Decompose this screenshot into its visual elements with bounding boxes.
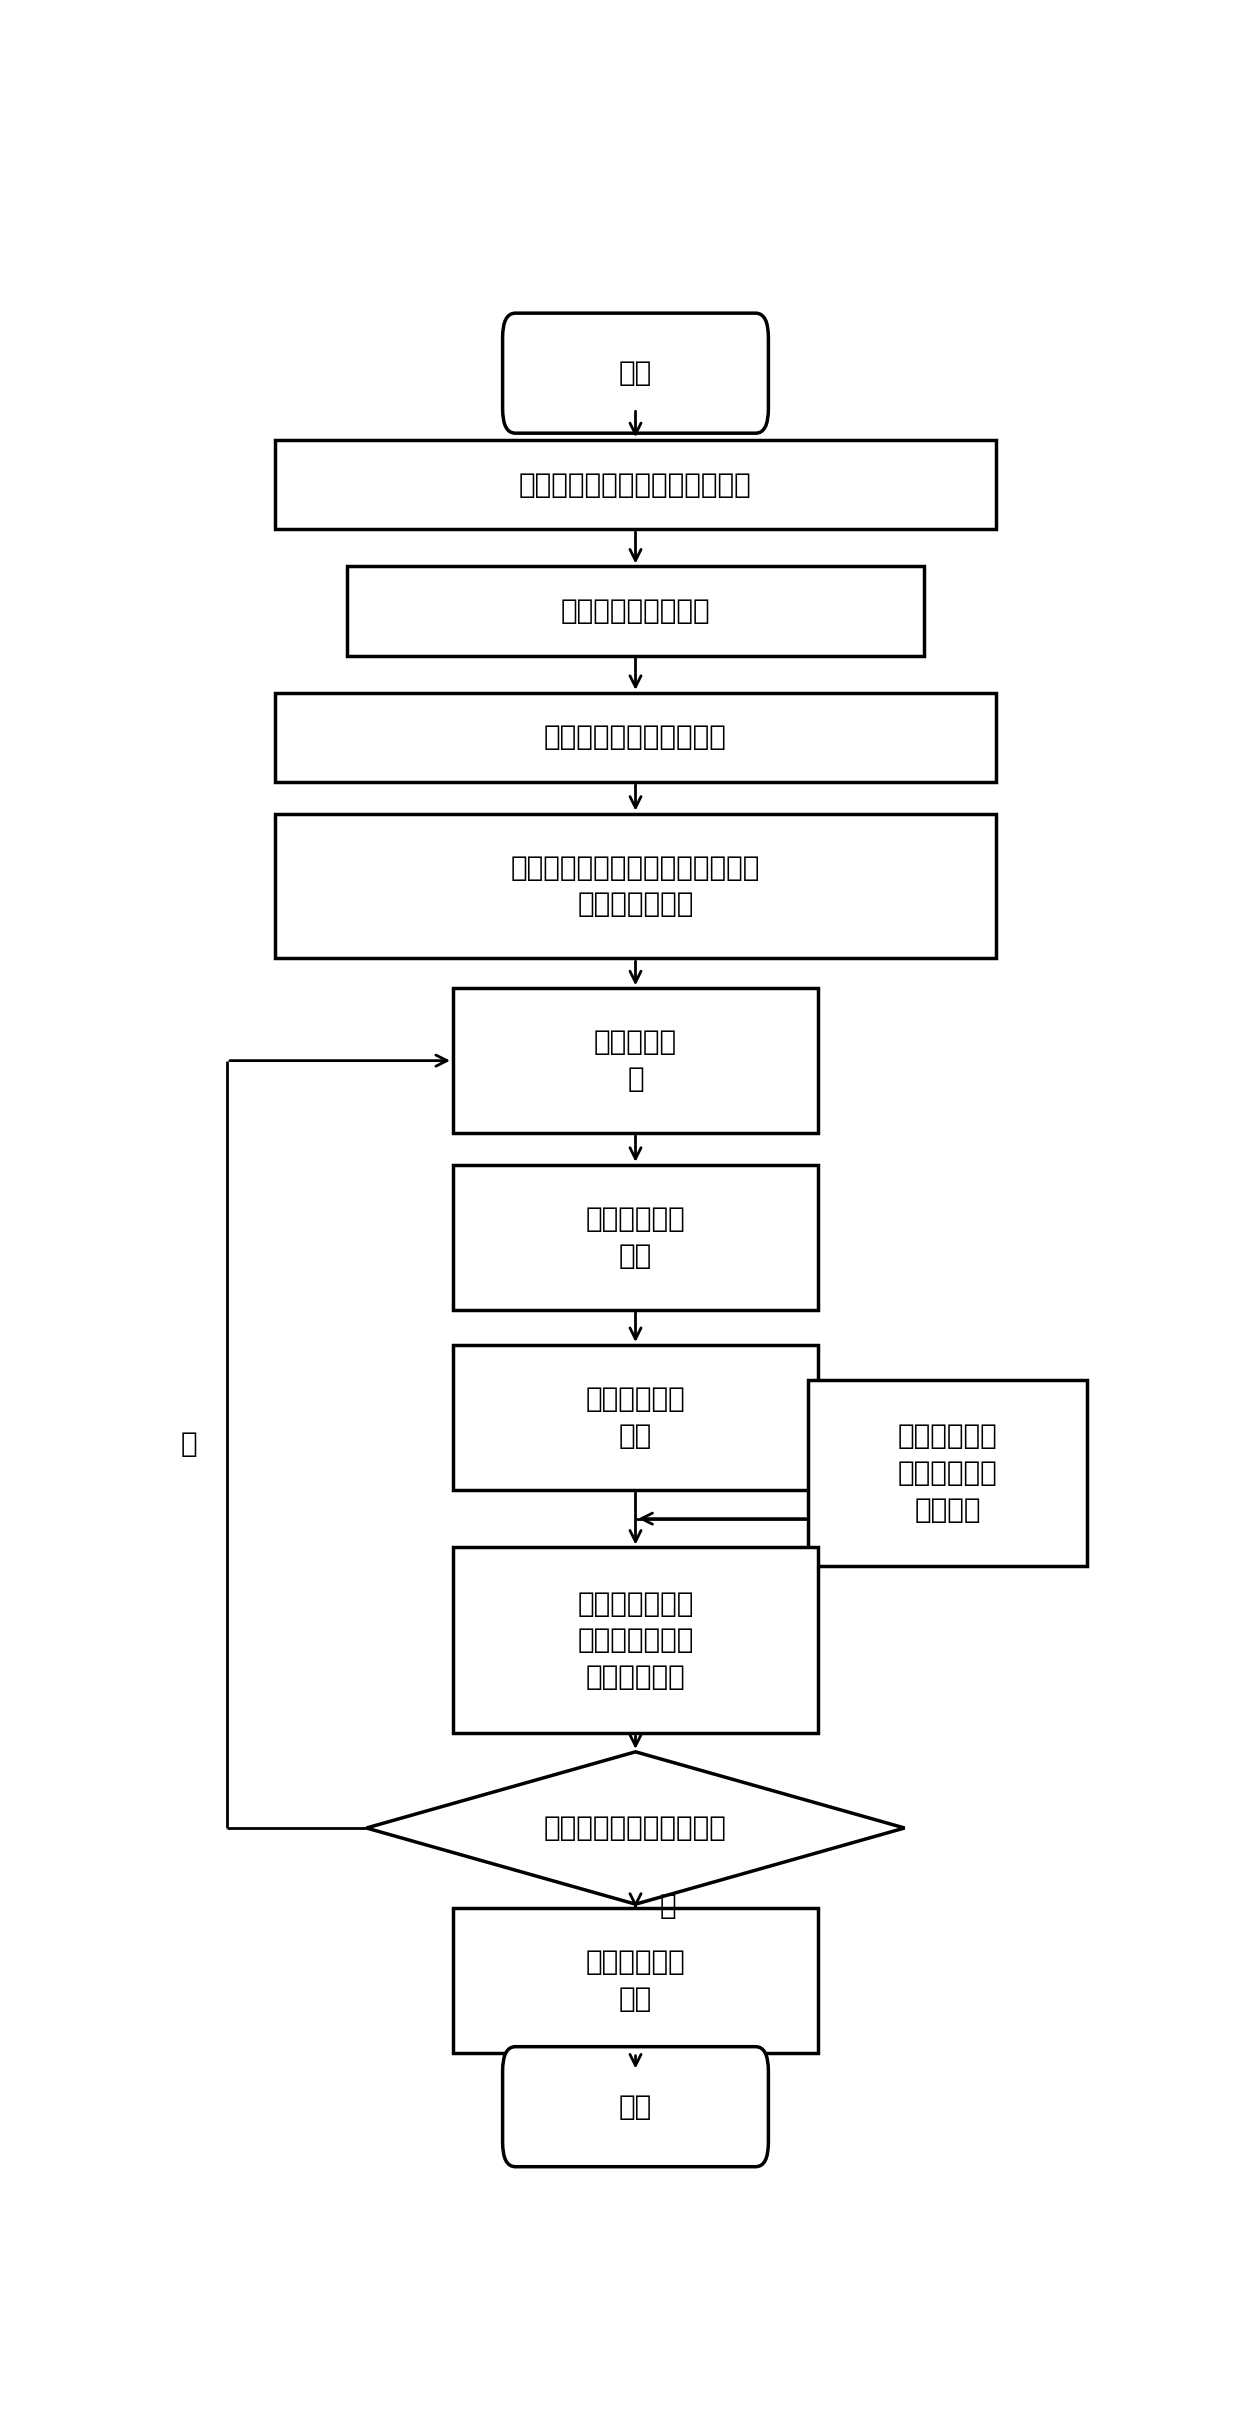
Bar [453, 989, 818, 1134]
Text: 采用流体力学程
序对初步建立的
模型进行计算: 采用流体力学程 序对初步建立的 模型进行计算 [578, 1590, 693, 1692]
Text: 堵管区域网格
标记: 堵管区域网格 标记 [585, 1385, 686, 1450]
Bar [275, 813, 996, 958]
Bar [453, 1165, 818, 1310]
Text: 是: 是 [660, 1892, 676, 1921]
Bar [808, 1380, 1087, 1566]
Text: 实验方法获得
管束区域流动
阻力系数: 实验方法获得 管束区域流动 阻力系数 [898, 1421, 998, 1525]
Bar [275, 439, 996, 528]
Text: 计算结果精确度满足要求: 计算结果精确度满足要求 [544, 1815, 727, 1841]
Polygon shape [367, 1752, 905, 1904]
Text: 网格标记方程
确认: 网格标记方程 确认 [585, 1204, 686, 1269]
FancyBboxPatch shape [502, 314, 769, 434]
Bar [347, 567, 924, 656]
Text: 管束区域几何模型简化，一次侧完
整几何模型建立: 管束区域几何模型简化，一次侧完 整几何模型建立 [511, 854, 760, 919]
Text: 网格标记方案的选择: 网格标记方案的选择 [560, 596, 711, 625]
Text: 完成堵管模型
建立: 完成堵管模型 建立 [585, 1947, 686, 2012]
Text: 确定堵管位置及堵管份额: 确定堵管位置及堵管份额 [544, 724, 727, 750]
Text: 结束: 结束 [619, 2092, 652, 2121]
Text: 否: 否 [180, 1431, 197, 1457]
Bar [453, 1547, 818, 1733]
Text: 开始: 开始 [619, 360, 652, 386]
Bar [453, 1909, 818, 2053]
Text: 蒸汽发生器一次侧系统结构分析: 蒸汽发生器一次侧系统结构分析 [520, 471, 751, 499]
Text: 整体网格划
分: 整体网格划 分 [594, 1028, 677, 1093]
Bar [453, 1344, 818, 1489]
Bar [275, 693, 996, 782]
FancyBboxPatch shape [502, 2046, 769, 2167]
